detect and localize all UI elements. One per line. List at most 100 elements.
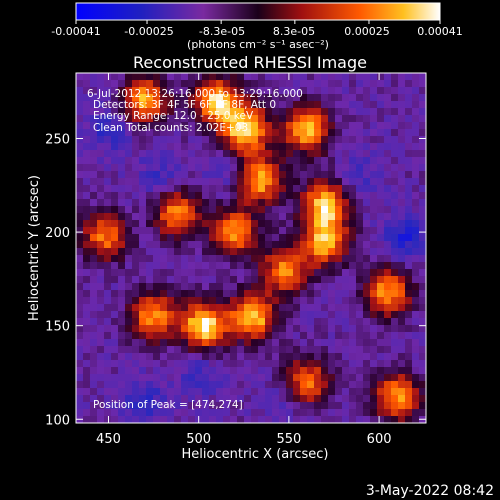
heatmap-cell [223,143,231,151]
heatmap-cell [391,311,399,319]
heatmap-cell [90,122,98,130]
heatmap-cell [251,346,259,354]
x-tick-label: 550 [276,432,301,447]
heatmap-cell [167,381,175,389]
heatmap-cell [328,178,336,186]
heatmap-cell [153,395,161,403]
heatmap-cell [412,206,420,214]
heatmap-cell [104,157,112,165]
heatmap-cell [342,297,350,305]
heatmap-cell [258,409,266,417]
heatmap-cell [223,409,231,417]
heatmap-cell [230,94,238,102]
heatmap-cell [370,290,378,298]
heatmap-cell [384,80,392,88]
heatmap-cell [104,290,112,298]
heatmap-cell [286,360,294,368]
heatmap-cell [90,94,98,102]
heatmap-cell [237,80,245,88]
heatmap-cell [314,318,322,326]
heatmap-cell [335,129,343,137]
heatmap-cell [139,283,147,291]
heatmap-cell [321,388,329,396]
heatmap-cell [195,381,203,389]
heatmap-cell [342,395,350,403]
heatmap-cell [97,227,105,235]
heatmap-cell [104,206,112,214]
heatmap-cell [167,185,175,193]
heatmap-cell [335,283,343,291]
heatmap-cell [195,143,203,151]
heatmap-cell [209,262,217,270]
heatmap-cell [125,234,133,242]
heatmap-cell [97,248,105,256]
heatmap-cell [265,150,273,158]
heatmap-cell [279,325,287,333]
heatmap-cell [356,311,364,319]
heatmap-cell [279,353,287,361]
heatmap-cell [251,136,259,144]
heatmap-cell [167,276,175,284]
heatmap-cell [377,248,385,256]
heatmap-cell [125,171,133,179]
heatmap-cell [230,80,238,88]
heatmap-cell [132,115,140,123]
heatmap-cell [342,220,350,228]
heatmap-cell [76,248,84,256]
heatmap-cell [237,262,245,270]
heatmap-cell [258,367,266,375]
heatmap-cell [307,332,315,340]
heatmap-cell [167,164,175,172]
heatmap-cell [188,185,196,193]
heatmap-cell [398,87,406,95]
heatmap-cell [356,346,364,354]
heatmap-cell [174,213,182,221]
heatmap-cell [230,318,238,326]
heatmap-cell [293,339,301,347]
heatmap-cell [384,360,392,368]
heatmap-cell [90,87,98,95]
heatmap-cell [111,185,119,193]
heatmap-cell [76,311,84,319]
heatmap-cell [258,101,266,109]
heatmap-cell [237,311,245,319]
heatmap-cell [146,395,154,403]
heatmap-cell [328,213,336,221]
heatmap-cell [237,304,245,312]
heatmap-cell [153,290,161,298]
heatmap-cell [398,248,406,256]
heatmap-cell [118,381,126,389]
heatmap-cell [251,276,259,284]
heatmap-cell [265,213,273,221]
heatmap-cell [153,136,161,144]
heatmap-cell [125,241,133,249]
heatmap-cell [286,311,294,319]
heatmap-cell [405,178,413,186]
heatmap-cell [118,346,126,354]
heatmap-cell [272,276,280,284]
heatmap-cell [286,255,294,263]
heatmap-cell [181,241,189,249]
heatmap-cell [97,304,105,312]
heatmap-cell [237,241,245,249]
heatmap-cell [195,346,203,354]
heatmap-cell [391,360,399,368]
heatmap-cell [125,136,133,144]
heatmap-cell [370,220,378,228]
heatmap-cell [230,269,238,277]
heatmap-cell [251,220,259,228]
heatmap-cell [132,318,140,326]
heatmap-cell [370,339,378,347]
heatmap-cell [419,129,426,137]
heatmap-cell [370,332,378,340]
heatmap-cell [146,143,154,151]
heatmap-cell [209,192,217,200]
heatmap-cell [419,94,426,102]
heatmap-cell [160,402,168,410]
heatmap-cell [307,129,315,137]
heatmap-cell [139,269,147,277]
heatmap-cell [412,73,420,81]
heatmap-cell [370,311,378,319]
heatmap-cell [146,339,154,347]
heatmap-cell [405,241,413,249]
